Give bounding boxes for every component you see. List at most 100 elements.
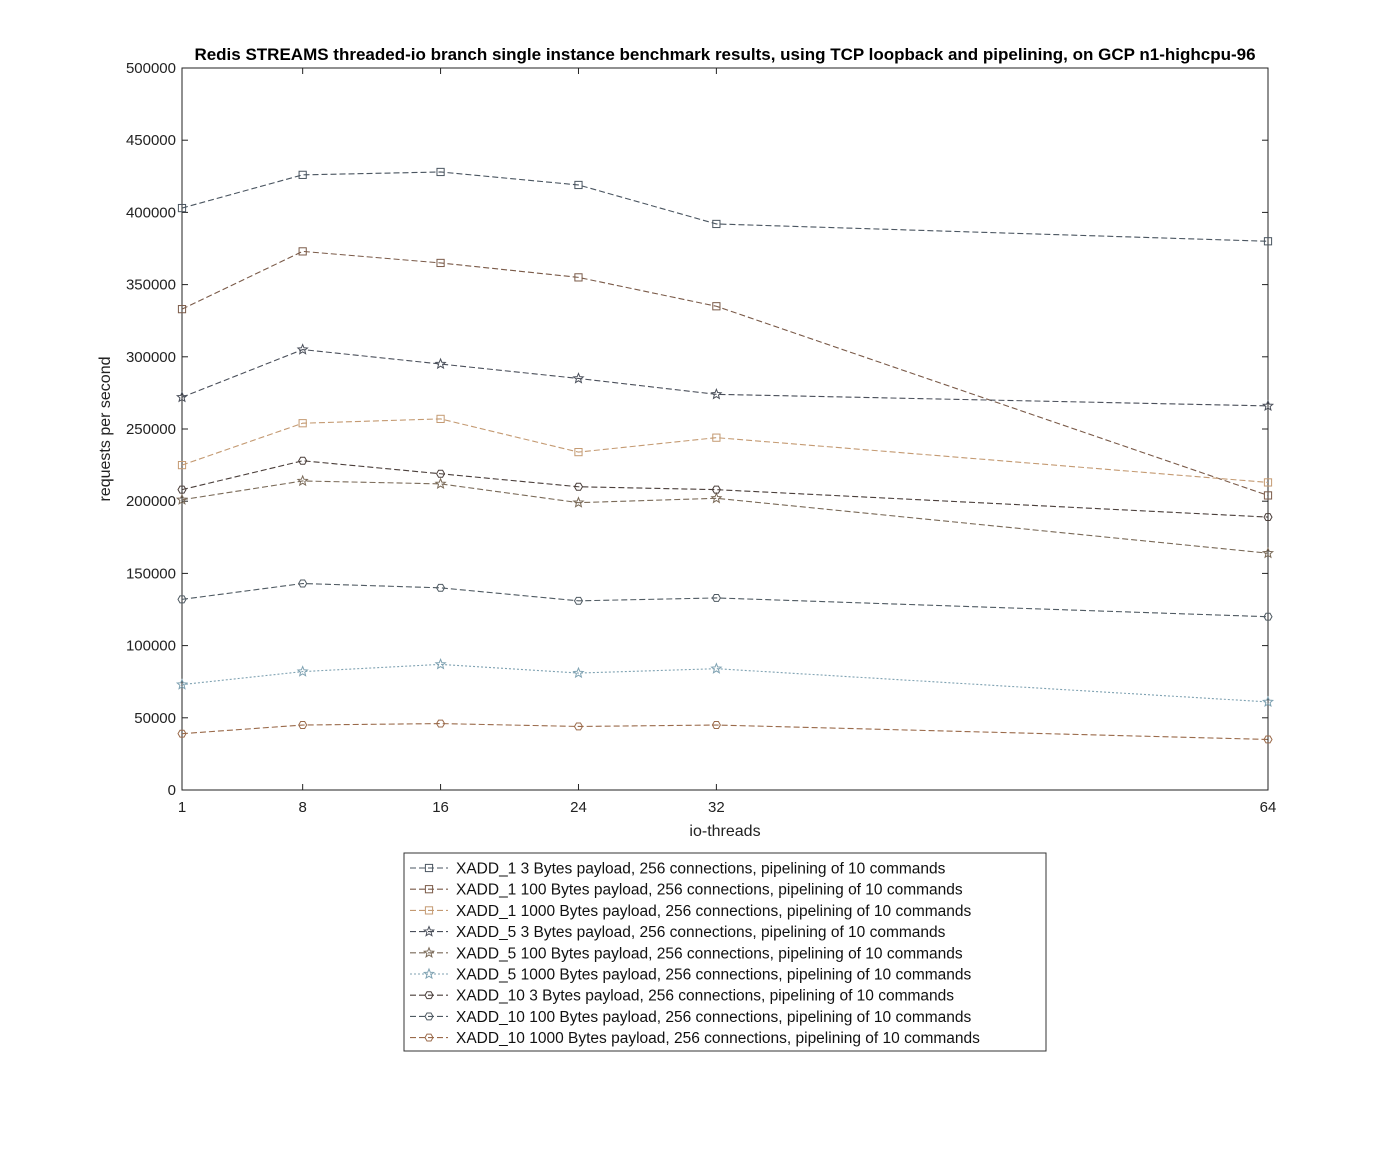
series-2 <box>177 247 1273 500</box>
data-point <box>175 493 189 505</box>
data-point <box>175 678 189 690</box>
data-point <box>298 419 307 428</box>
data-point <box>573 482 584 491</box>
series-line <box>181 460 1269 518</box>
data-point <box>1261 695 1275 708</box>
data-point <box>177 729 187 738</box>
data-point <box>434 477 447 490</box>
legend-item: XADD_10 1000 Bytes payload, 256 connecti… <box>410 1030 980 1047</box>
data-point <box>1263 612 1273 621</box>
data-point <box>436 258 445 268</box>
data-point <box>435 583 446 592</box>
legend-marker <box>422 925 436 937</box>
data-point <box>298 721 308 729</box>
data-point <box>572 496 585 508</box>
y-tick-label: 450000 <box>126 132 176 149</box>
legend-marker <box>422 946 436 958</box>
x-tick-label: 1 <box>178 799 186 816</box>
legend-label: XADD_10 3 Bytes payload, 256 connections… <box>456 988 954 1005</box>
data-point <box>177 305 187 314</box>
data-point <box>435 719 446 728</box>
x-tick-label: 8 <box>298 799 306 816</box>
series-6 <box>175 658 1275 708</box>
legend-label: XADD_1 100 Bytes payload, 256 connection… <box>456 882 963 899</box>
data-point <box>436 167 445 177</box>
legend-item: XADD_5 3 Bytes payload, 256 connections,… <box>410 924 946 941</box>
legend-item: XADD_1 3 Bytes payload, 256 connections,… <box>410 861 946 878</box>
legend-marker <box>424 863 434 873</box>
data-point <box>298 170 307 179</box>
y-tick-label: 500000 <box>126 60 176 77</box>
series-line <box>181 663 1269 703</box>
data-point <box>1261 546 1275 559</box>
data-point <box>1263 478 1273 487</box>
data-point <box>710 491 723 504</box>
series-1 <box>177 167 1273 246</box>
y-axis-label: requests per second <box>97 357 114 502</box>
legend-item: XADD_10 3 Bytes payload, 256 connections… <box>410 988 954 1005</box>
x-tick-label: 16 <box>432 799 449 816</box>
data-point <box>711 593 721 602</box>
series-line <box>181 723 1269 741</box>
y-tick-label: 150000 <box>126 565 176 582</box>
series-9 <box>177 719 1273 744</box>
legend-label: XADD_10 1000 Bytes payload, 256 connecti… <box>456 1030 980 1047</box>
legend-marker <box>424 991 434 1000</box>
series-8 <box>177 579 1273 621</box>
data-point <box>710 387 723 400</box>
x-tick-label: 24 <box>570 799 587 816</box>
y-tick-label: 100000 <box>126 638 176 655</box>
y-tick-label: 300000 <box>126 349 176 366</box>
data-point <box>1263 237 1273 246</box>
data-point <box>177 595 187 604</box>
data-point <box>573 596 584 605</box>
legend-label: XADD_10 100 Bytes payload, 256 connectio… <box>456 1009 972 1026</box>
data-point <box>572 372 585 384</box>
legend-label: XADD_1 3 Bytes payload, 256 connections,… <box>456 861 946 878</box>
x-axis: 1 8 16 24 32 64 <box>178 68 1277 816</box>
legend-marker <box>424 906 434 915</box>
plot-area <box>181 67 1269 791</box>
data-point <box>175 390 189 403</box>
data-point <box>712 219 721 229</box>
series-line <box>181 480 1269 554</box>
series-7 <box>177 456 1273 522</box>
legend-marker <box>422 967 436 980</box>
data-point <box>436 414 445 423</box>
data-point <box>1263 491 1273 500</box>
legend-label: XADD_5 100 Bytes payload, 256 connection… <box>456 945 963 962</box>
y-tick-label: 400000 <box>126 204 176 221</box>
legend-label: XADD_5 3 Bytes payload, 256 connections,… <box>456 924 946 941</box>
chart-title: Redis STREAMS threaded-io branch single … <box>194 45 1255 64</box>
data-point <box>298 579 308 588</box>
data-point <box>1263 735 1273 744</box>
x-tick-label: 64 <box>1260 799 1277 816</box>
legend-label: XADD_5 1000 Bytes payload, 256 connectio… <box>456 967 972 984</box>
data-point <box>177 485 187 494</box>
legend-item: XADD_5 100 Bytes payload, 256 connection… <box>410 945 963 962</box>
data-point <box>710 662 723 674</box>
y-tick-label: 250000 <box>126 421 176 438</box>
data-point <box>298 456 308 465</box>
series-line <box>181 582 1269 618</box>
series-4 <box>175 343 1275 412</box>
y-tick-label: 200000 <box>126 493 176 510</box>
x-tick-label: 32 <box>708 799 725 816</box>
data-point <box>434 658 447 670</box>
legend-item: XADD_5 1000 Bytes payload, 256 connectio… <box>410 967 972 984</box>
x-axis-label: io-threads <box>689 823 760 840</box>
data-point <box>712 302 721 311</box>
data-point <box>296 665 309 677</box>
legend-box <box>403 852 1047 1052</box>
y-tick-label: 50000 <box>134 710 176 727</box>
series-line <box>181 250 1269 496</box>
data-point <box>572 666 585 679</box>
legend-label: XADD_1 1000 Bytes payload, 256 connectio… <box>456 903 972 920</box>
data-point <box>296 474 309 487</box>
series-layer <box>175 167 1275 744</box>
data-point <box>712 433 721 442</box>
data-point <box>434 357 447 370</box>
data-point <box>1263 513 1273 522</box>
y-tick-label: 350000 <box>126 277 176 294</box>
y-axis: 0 50000 100000 150000 200000 250000 300000 3500… <box>126 60 1268 799</box>
